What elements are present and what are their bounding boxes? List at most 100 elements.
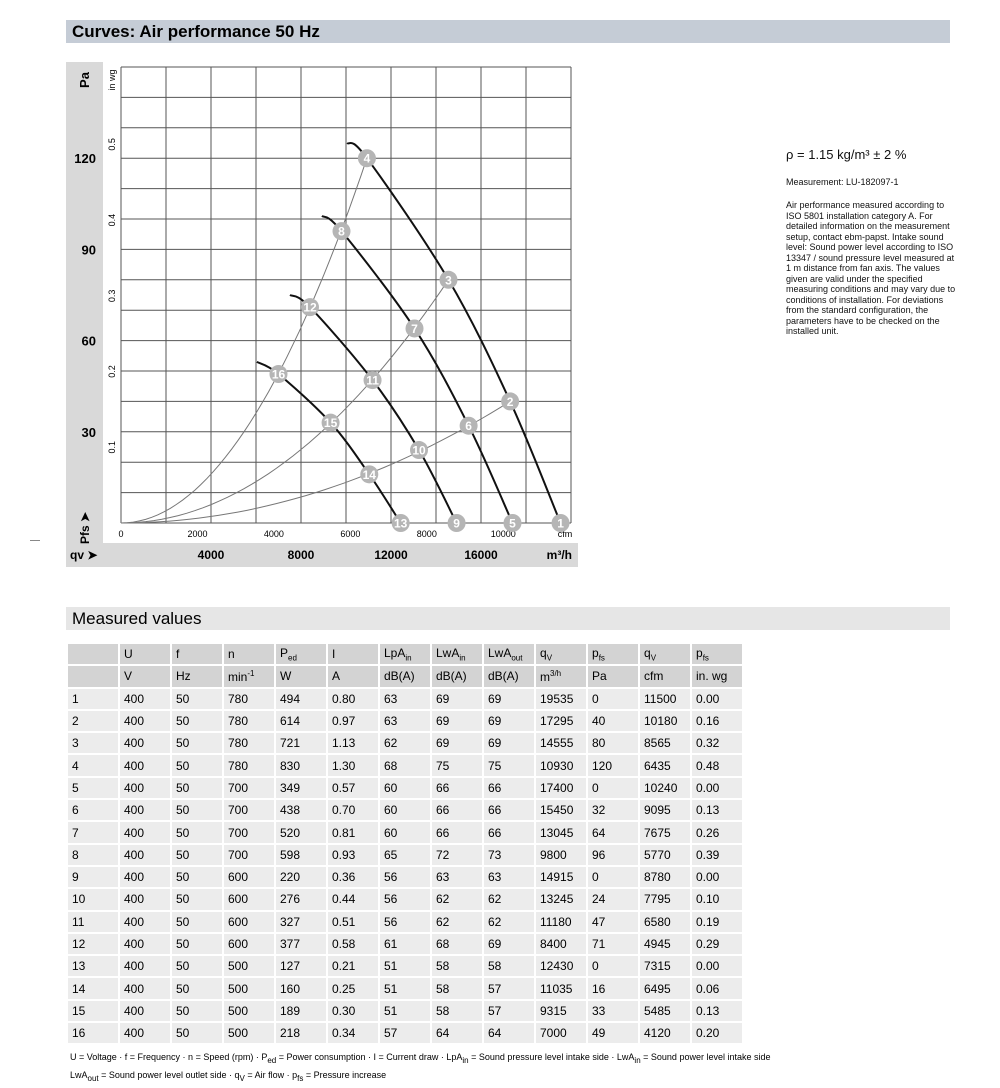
table-cell: 721 [274, 731, 328, 756]
table-cell: 0.97 [326, 708, 380, 734]
table-cell: 69 [482, 731, 536, 756]
table-cell: 0.00 [690, 775, 744, 801]
table-cell: 50 [170, 708, 224, 734]
table-cell: 8 [66, 842, 120, 867]
operating-point-label: 15 [324, 416, 338, 430]
table-cell: 65 [378, 842, 432, 867]
table-cell: 64 [586, 820, 640, 845]
table-cell: 63 [378, 708, 432, 734]
table-cell: 600 [222, 909, 276, 934]
table-cell: W [274, 664, 328, 689]
table-cell: 400 [118, 1021, 172, 1046]
table-cell: 0 [586, 686, 640, 711]
operating-point-marker [357, 149, 376, 168]
table-row: 7 400 50 700 520 0.81 60 66 66 13045 64 7675 0.26 [66, 820, 744, 845]
system-curve [120, 158, 368, 524]
table-cell: 10 [66, 887, 120, 912]
operating-point-marker [321, 413, 340, 432]
air-density: ρ = 1.15 kg/m³ ± 2 % [786, 147, 907, 162]
table-cell: 0.19 [690, 909, 744, 934]
table-cell: 377 [274, 931, 328, 957]
operating-point-marker [459, 416, 478, 435]
table-cell: 10240 [638, 775, 692, 801]
table-cell: 400 [118, 798, 172, 823]
table-cell: 0.48 [690, 753, 744, 778]
table-cell: 72 [430, 842, 484, 867]
operating-point-marker [410, 441, 429, 460]
table-cell: 400 [118, 931, 172, 957]
table-cell: 8565 [638, 731, 692, 756]
table-cell: 0.51 [326, 909, 380, 934]
table-cell: 9095 [638, 798, 692, 823]
table-cell: 7795 [638, 887, 692, 912]
table-cell: in. wg [690, 664, 744, 689]
table-cell: 438 [274, 798, 328, 823]
table-cell: 220 [274, 864, 328, 890]
table-cell: 0.34 [326, 1021, 380, 1046]
table-cell: dB(A) [378, 664, 432, 689]
table-cell: 56 [378, 864, 432, 890]
table-cell: f [170, 641, 224, 667]
x2-tick-label: 6000 [340, 529, 360, 539]
operating-point-label: 1 [557, 517, 564, 531]
table-cell: 11035 [534, 976, 588, 1001]
table-cell: 63 [430, 864, 484, 890]
x-tick-label: 12000 [374, 548, 408, 562]
table-cell: 66 [482, 820, 536, 845]
table-cell: 9 [66, 864, 120, 890]
table-cell: 58 [482, 954, 536, 979]
table-cell: 51 [378, 976, 432, 1001]
operating-point-marker [447, 514, 466, 532]
table-row: 11 400 50 600 327 0.51 56 62 62 11180 47 6580 0.19 [66, 909, 744, 934]
table-cell: min-1 [222, 664, 276, 689]
x2-axis-unit: cfm [558, 529, 573, 539]
x2-tick-label: 8000 [417, 529, 437, 539]
operating-point-marker [501, 392, 520, 411]
table-cell: 7315 [638, 954, 692, 979]
x-tick-label: 16000 [464, 548, 498, 562]
y-axis-label-bottom: Pfs ➤ [78, 511, 92, 544]
table-cell: 349 [274, 775, 328, 801]
table-cell: 0.06 [690, 976, 744, 1001]
table-cell: 64 [482, 1021, 536, 1046]
operating-point-label: 16 [272, 368, 286, 382]
table-cell: 13045 [534, 820, 588, 845]
table-cell: 0.20 [690, 1021, 744, 1046]
table-cell: 11 [66, 909, 120, 934]
table-cell: 500 [222, 1021, 276, 1046]
x2-tick-label: 2000 [187, 529, 207, 539]
table-cell: 13245 [534, 887, 588, 912]
table-cell: 50 [170, 842, 224, 867]
table-cell: 47 [586, 909, 640, 934]
x2-tick-label: 4000 [264, 529, 284, 539]
table-cell: 13 [66, 954, 120, 979]
table-cell: 0.57 [326, 775, 380, 801]
table-cell: 61 [378, 931, 432, 957]
table-cell: 50 [170, 909, 224, 934]
table-cell: 600 [222, 887, 276, 912]
table-cell: 5485 [638, 998, 692, 1024]
table-cell: 66 [482, 798, 536, 823]
table-cell: 0.32 [690, 731, 744, 756]
table-cell: 6 [66, 798, 120, 823]
table-cell: 66 [430, 820, 484, 845]
table-cell: LwAout [482, 641, 536, 667]
table-cell: 7675 [638, 820, 692, 845]
table-cell: 700 [222, 820, 276, 845]
table-cell: 57 [482, 976, 536, 1001]
table-cell: 63 [378, 686, 432, 711]
table-row: 3 400 50 780 721 1.13 62 69 69 14555 80 8565 0.32 [66, 731, 744, 756]
table-cell: 700 [222, 775, 276, 801]
table-cell: 0.26 [690, 820, 744, 845]
operating-point-label: 9 [453, 517, 460, 531]
operating-point-marker [439, 270, 458, 289]
table-cell: 17295 [534, 708, 588, 734]
table-cell: 0.00 [690, 864, 744, 890]
table-cell: 7 [66, 820, 120, 845]
table-cell: 15450 [534, 798, 588, 823]
y2-tick-label: 0.5 [107, 138, 117, 151]
table-cell: qV [638, 641, 692, 667]
table-cell: 0 [586, 775, 640, 801]
table-cell: 32 [586, 798, 640, 823]
